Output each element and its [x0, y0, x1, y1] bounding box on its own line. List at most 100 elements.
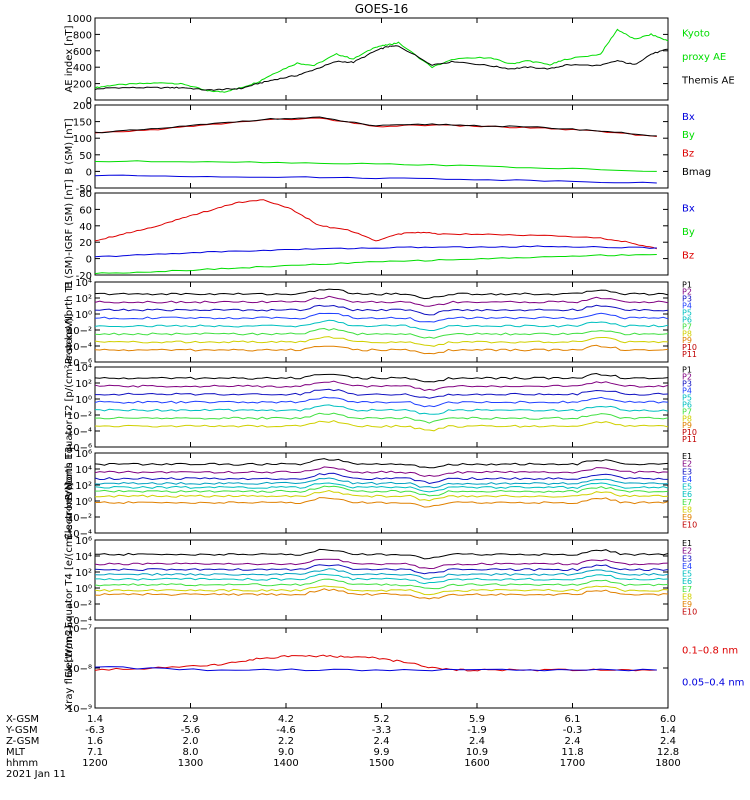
ytick-label-ae: 600 — [73, 47, 92, 58]
ytick-label-bsm: 100 — [73, 134, 92, 145]
xaxis-value: 1700 — [560, 758, 585, 769]
series-ee-e1 — [95, 548, 669, 560]
series-en-e8 — [95, 497, 669, 508]
ytick-label-en: 10² — [75, 481, 92, 492]
ytick-label-ae: 200 — [73, 80, 92, 91]
legend-pn-p4: P4 — [682, 301, 692, 310]
ytick-label-ee: 10⁰ — [75, 584, 92, 595]
series-pe-p1 — [94, 372, 669, 383]
ytick-label-bigrf: 80 — [79, 189, 92, 200]
legend-pn-p6: P6 — [682, 315, 692, 324]
ytick-label-bigrf: 60 — [79, 205, 92, 216]
xaxis-row-label: hhmm — [6, 758, 38, 769]
series-ee-e6 — [94, 578, 669, 590]
series-bigrf-bx — [94, 245, 657, 258]
xaxis-row-label: X-GSM — [6, 714, 39, 725]
ytick-label-en: 10⁴ — [75, 465, 92, 476]
date-label: 2021 Jan 11 — [6, 769, 66, 780]
ytick-label-pe: 10−⁴ — [67, 427, 92, 438]
xaxis-value: 1400 — [273, 758, 298, 769]
series-pn-p8 — [94, 344, 669, 355]
ytick-label-pn: 10² — [75, 294, 92, 305]
series-pe-p6 — [94, 412, 669, 424]
legend-en-e4: E4 — [682, 475, 692, 484]
xaxis-row-label: Z-GSM — [6, 736, 39, 747]
xaxis-value: -3.3 — [372, 725, 392, 736]
ytick-label-bsm: 50 — [79, 151, 92, 162]
legend-bsm-bmag: Bmag — [682, 167, 711, 178]
legend-pe-p11: P11 — [682, 435, 697, 444]
series-pe-p3 — [95, 388, 669, 399]
xaxis-value: 2.4 — [374, 736, 390, 747]
legend-en-e6: E6 — [682, 490, 692, 499]
xaxis-value: 11.8 — [561, 747, 583, 758]
xaxis-row-label: Y-GSM — [5, 725, 38, 736]
ytick-label-ee: 10⁴ — [75, 552, 92, 563]
xaxis-value: 12.8 — [657, 747, 679, 758]
series-ee-e5 — [95, 573, 669, 585]
legend-ae-proxy-ae: proxy AE — [682, 52, 726, 63]
ytick-label-pe: 10−² — [67, 411, 92, 422]
xaxis-value: 9.0 — [278, 747, 294, 758]
series-pn-p1 — [94, 288, 669, 300]
xaxis-value: 1.4 — [660, 725, 676, 736]
panel-frame-xray — [94, 627, 669, 709]
legend-ee-e4: E4 — [682, 562, 692, 571]
ytick-label-bigrf: -20 — [76, 271, 92, 282]
legend-pn-p7: P7 — [682, 322, 692, 331]
ytick-label-pn: 10⁴ — [75, 278, 92, 289]
ytick-label-ee: 10⁶ — [75, 536, 92, 547]
legend-pn-p3: P3 — [682, 294, 692, 303]
series-pn-p2 — [94, 295, 669, 307]
xaxis-value: 2.9 — [183, 714, 199, 725]
series-en-e1 — [94, 458, 669, 469]
ytick-label-en: 10−² — [67, 513, 92, 524]
legend-pe-p5: P5 — [682, 393, 692, 402]
legend-pn-p1: P1 — [682, 281, 692, 290]
xaxis-value: 1300 — [178, 758, 203, 769]
series-ee-e8 — [94, 588, 669, 600]
legend-pe-p9: P9 — [682, 421, 692, 430]
xaxis-value: 1500 — [369, 758, 394, 769]
series-en-e7 — [95, 489, 669, 502]
xaxis-value: -4.6 — [276, 725, 296, 736]
legend-bigrf-bz: Bz — [682, 251, 694, 262]
chart-title: GOES-16 — [355, 2, 409, 16]
xaxis-value: 8.0 — [183, 747, 199, 758]
series-bsm-bmag — [94, 116, 657, 137]
ylabel-pn: Protons North T1 — [64, 280, 75, 364]
legend-bsm-by: By — [682, 130, 695, 141]
series-en-e6 — [94, 485, 669, 497]
series-ee-e7 — [94, 585, 669, 596]
ytick-label-ae: 800 — [73, 30, 92, 41]
xaxis-value: -6.3 — [85, 725, 105, 736]
xaxis-value: 2.4 — [469, 736, 485, 747]
ytick-label-pn: 10−⁴ — [67, 342, 92, 353]
xaxis-value: 6.1 — [565, 714, 581, 725]
legend-xray-0-1-0-8-nm: 0.1–0.8 nm — [682, 646, 738, 657]
ytick-label-pn: 10−⁶ — [67, 358, 92, 369]
legend-en-e2: E2 — [682, 460, 692, 469]
series-pe-p2 — [94, 380, 669, 392]
ytick-label-bsm: 200 — [73, 101, 92, 112]
series-ee-e3 — [94, 564, 669, 575]
xaxis-value: 2.0 — [183, 736, 199, 747]
legend-pe-p10: P10 — [682, 428, 697, 437]
legend-pn-p10: P10 — [682, 343, 697, 352]
series-pn-p7 — [94, 336, 669, 347]
series-ee-e2 — [94, 558, 669, 570]
ytick-label-xray: 10−⁷ — [67, 624, 92, 635]
ylabel-xray: Xray flux [W/m2] — [64, 625, 75, 710]
ytick-label-bigrf: 0 — [86, 255, 92, 266]
series-en-e5 — [94, 482, 669, 493]
ytick-label-bsm: 150 — [73, 118, 92, 129]
series-en-e3 — [94, 472, 669, 485]
legend-ae-themis-ae: Themis AE — [681, 76, 735, 87]
legend-bsm-bz: Bz — [682, 149, 694, 160]
ytick-label-bsm: -50 — [76, 184, 92, 195]
series-ae-kyoto-proxy-ae — [94, 28, 669, 93]
series-xray-0-05-0-4-nm — [94, 666, 657, 672]
legend-pn-p11: P11 — [682, 350, 697, 359]
ytick-label-ae: 0 — [86, 96, 92, 107]
